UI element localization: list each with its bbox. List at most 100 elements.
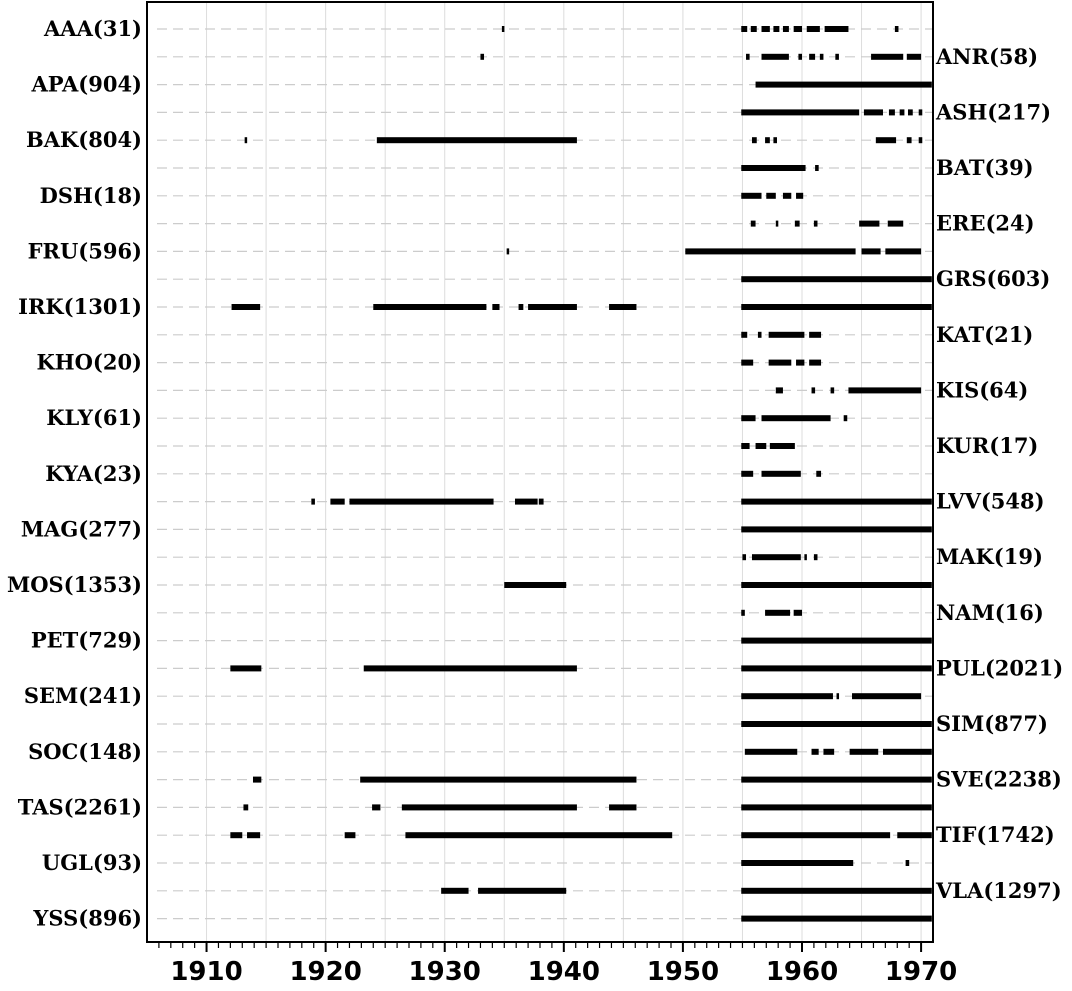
station-label: KLY(61) — [46, 405, 142, 430]
time-segment — [882, 748, 932, 755]
station-label: IRK(1301) — [18, 294, 142, 319]
time-segment — [887, 220, 904, 227]
time-segment — [782, 192, 792, 199]
time-segment — [811, 748, 819, 755]
time-segment — [538, 498, 544, 505]
time-segment — [741, 165, 806, 171]
time-segment — [363, 665, 577, 672]
time-segment — [243, 804, 249, 811]
time-segment — [311, 498, 315, 505]
time-segment — [768, 359, 792, 366]
time-segment — [349, 498, 494, 505]
time-segment — [741, 582, 932, 588]
time-segment — [751, 137, 757, 144]
station-label: MAG(277) — [21, 516, 142, 541]
time-segment — [852, 693, 922, 700]
time-segment — [773, 137, 777, 144]
time-segment — [741, 443, 750, 449]
station-label: NAM(16) — [936, 600, 1044, 625]
time-segment — [506, 248, 510, 255]
x-tick-label: 1940 — [528, 957, 600, 987]
station-label: GRS(603) — [936, 266, 1050, 291]
station-label: LVV(548) — [936, 489, 1045, 514]
time-segment — [830, 387, 835, 394]
station-label: KHO(20) — [37, 350, 142, 375]
time-segment — [741, 609, 745, 616]
time-segment — [796, 192, 804, 199]
time-segment — [907, 109, 913, 116]
time-segment — [888, 109, 895, 116]
time-segment — [746, 53, 750, 60]
time-segment — [906, 53, 922, 60]
time-segment — [750, 26, 757, 32]
time-segment — [793, 26, 802, 32]
time-segment — [741, 665, 932, 672]
station-label: DSH(18) — [40, 183, 142, 208]
time-segment — [514, 498, 538, 505]
x-axis: 1910 1920 1930 1940 1950 1960 1970 — [158, 942, 957, 987]
time-segment — [809, 53, 816, 60]
time-segment — [835, 53, 839, 60]
station-label: MOS(1353) — [7, 572, 142, 597]
time-segment — [804, 554, 807, 561]
time-segment — [809, 331, 822, 338]
time-segment — [244, 137, 248, 144]
time-segment — [401, 804, 577, 811]
time-segment — [806, 26, 820, 32]
time-segment — [863, 109, 883, 116]
time-segment — [609, 304, 637, 310]
time-segment — [782, 26, 789, 32]
time-segment — [798, 53, 802, 60]
time-segment — [741, 498, 932, 505]
time-segment — [742, 554, 747, 561]
time-segment — [741, 526, 932, 533]
time-segment — [741, 915, 932, 922]
time-segment — [741, 721, 932, 727]
time-segment — [761, 53, 789, 60]
time-segment — [905, 860, 910, 866]
time-segment — [843, 415, 848, 422]
time-segment — [755, 81, 932, 88]
station-label: KAT(21) — [936, 322, 1033, 347]
time-segment — [899, 109, 905, 116]
station-label: ANR(58) — [935, 44, 1038, 69]
time-segment — [885, 248, 922, 255]
time-segment — [775, 387, 783, 394]
time-segment — [373, 304, 487, 310]
time-segment — [768, 331, 805, 338]
time-segment — [741, 860, 854, 866]
time-segment — [741, 276, 932, 283]
time-segment — [824, 26, 849, 32]
station-labels: AAA(31) ANR(58) APA(904) ASH(217) BAK(804) BA… — [7, 16, 1063, 931]
station-label: PUL(2021) — [936, 655, 1063, 680]
time-segment — [480, 53, 485, 60]
time-segment — [741, 887, 932, 894]
time-segment — [796, 359, 805, 366]
time-segment — [741, 470, 754, 477]
x-tick-label: 1960 — [766, 957, 838, 987]
time-segment — [518, 304, 524, 310]
time-segment — [230, 832, 243, 839]
time-segment — [819, 53, 824, 60]
time-segment — [372, 804, 381, 811]
time-segment — [775, 220, 779, 227]
station-label: FRU(596) — [28, 238, 142, 263]
x-tick-label: 1910 — [170, 957, 242, 987]
time-segment — [741, 304, 932, 310]
x-tick-label: 1930 — [409, 957, 481, 987]
time-segment — [741, 109, 860, 116]
time-segment — [766, 192, 776, 199]
time-segment — [906, 137, 912, 144]
time-segment — [741, 804, 932, 811]
station-label: SIM(877) — [936, 711, 1048, 736]
time-segment — [741, 776, 932, 783]
station-label: APA(904) — [30, 72, 142, 97]
time-segment — [741, 192, 762, 199]
time-segment — [247, 832, 261, 839]
station-label: PET(729) — [31, 628, 142, 653]
x-tick-label: 1920 — [289, 957, 361, 987]
time-segment — [897, 832, 932, 839]
time-segment — [741, 637, 932, 644]
time-segment — [741, 359, 754, 366]
